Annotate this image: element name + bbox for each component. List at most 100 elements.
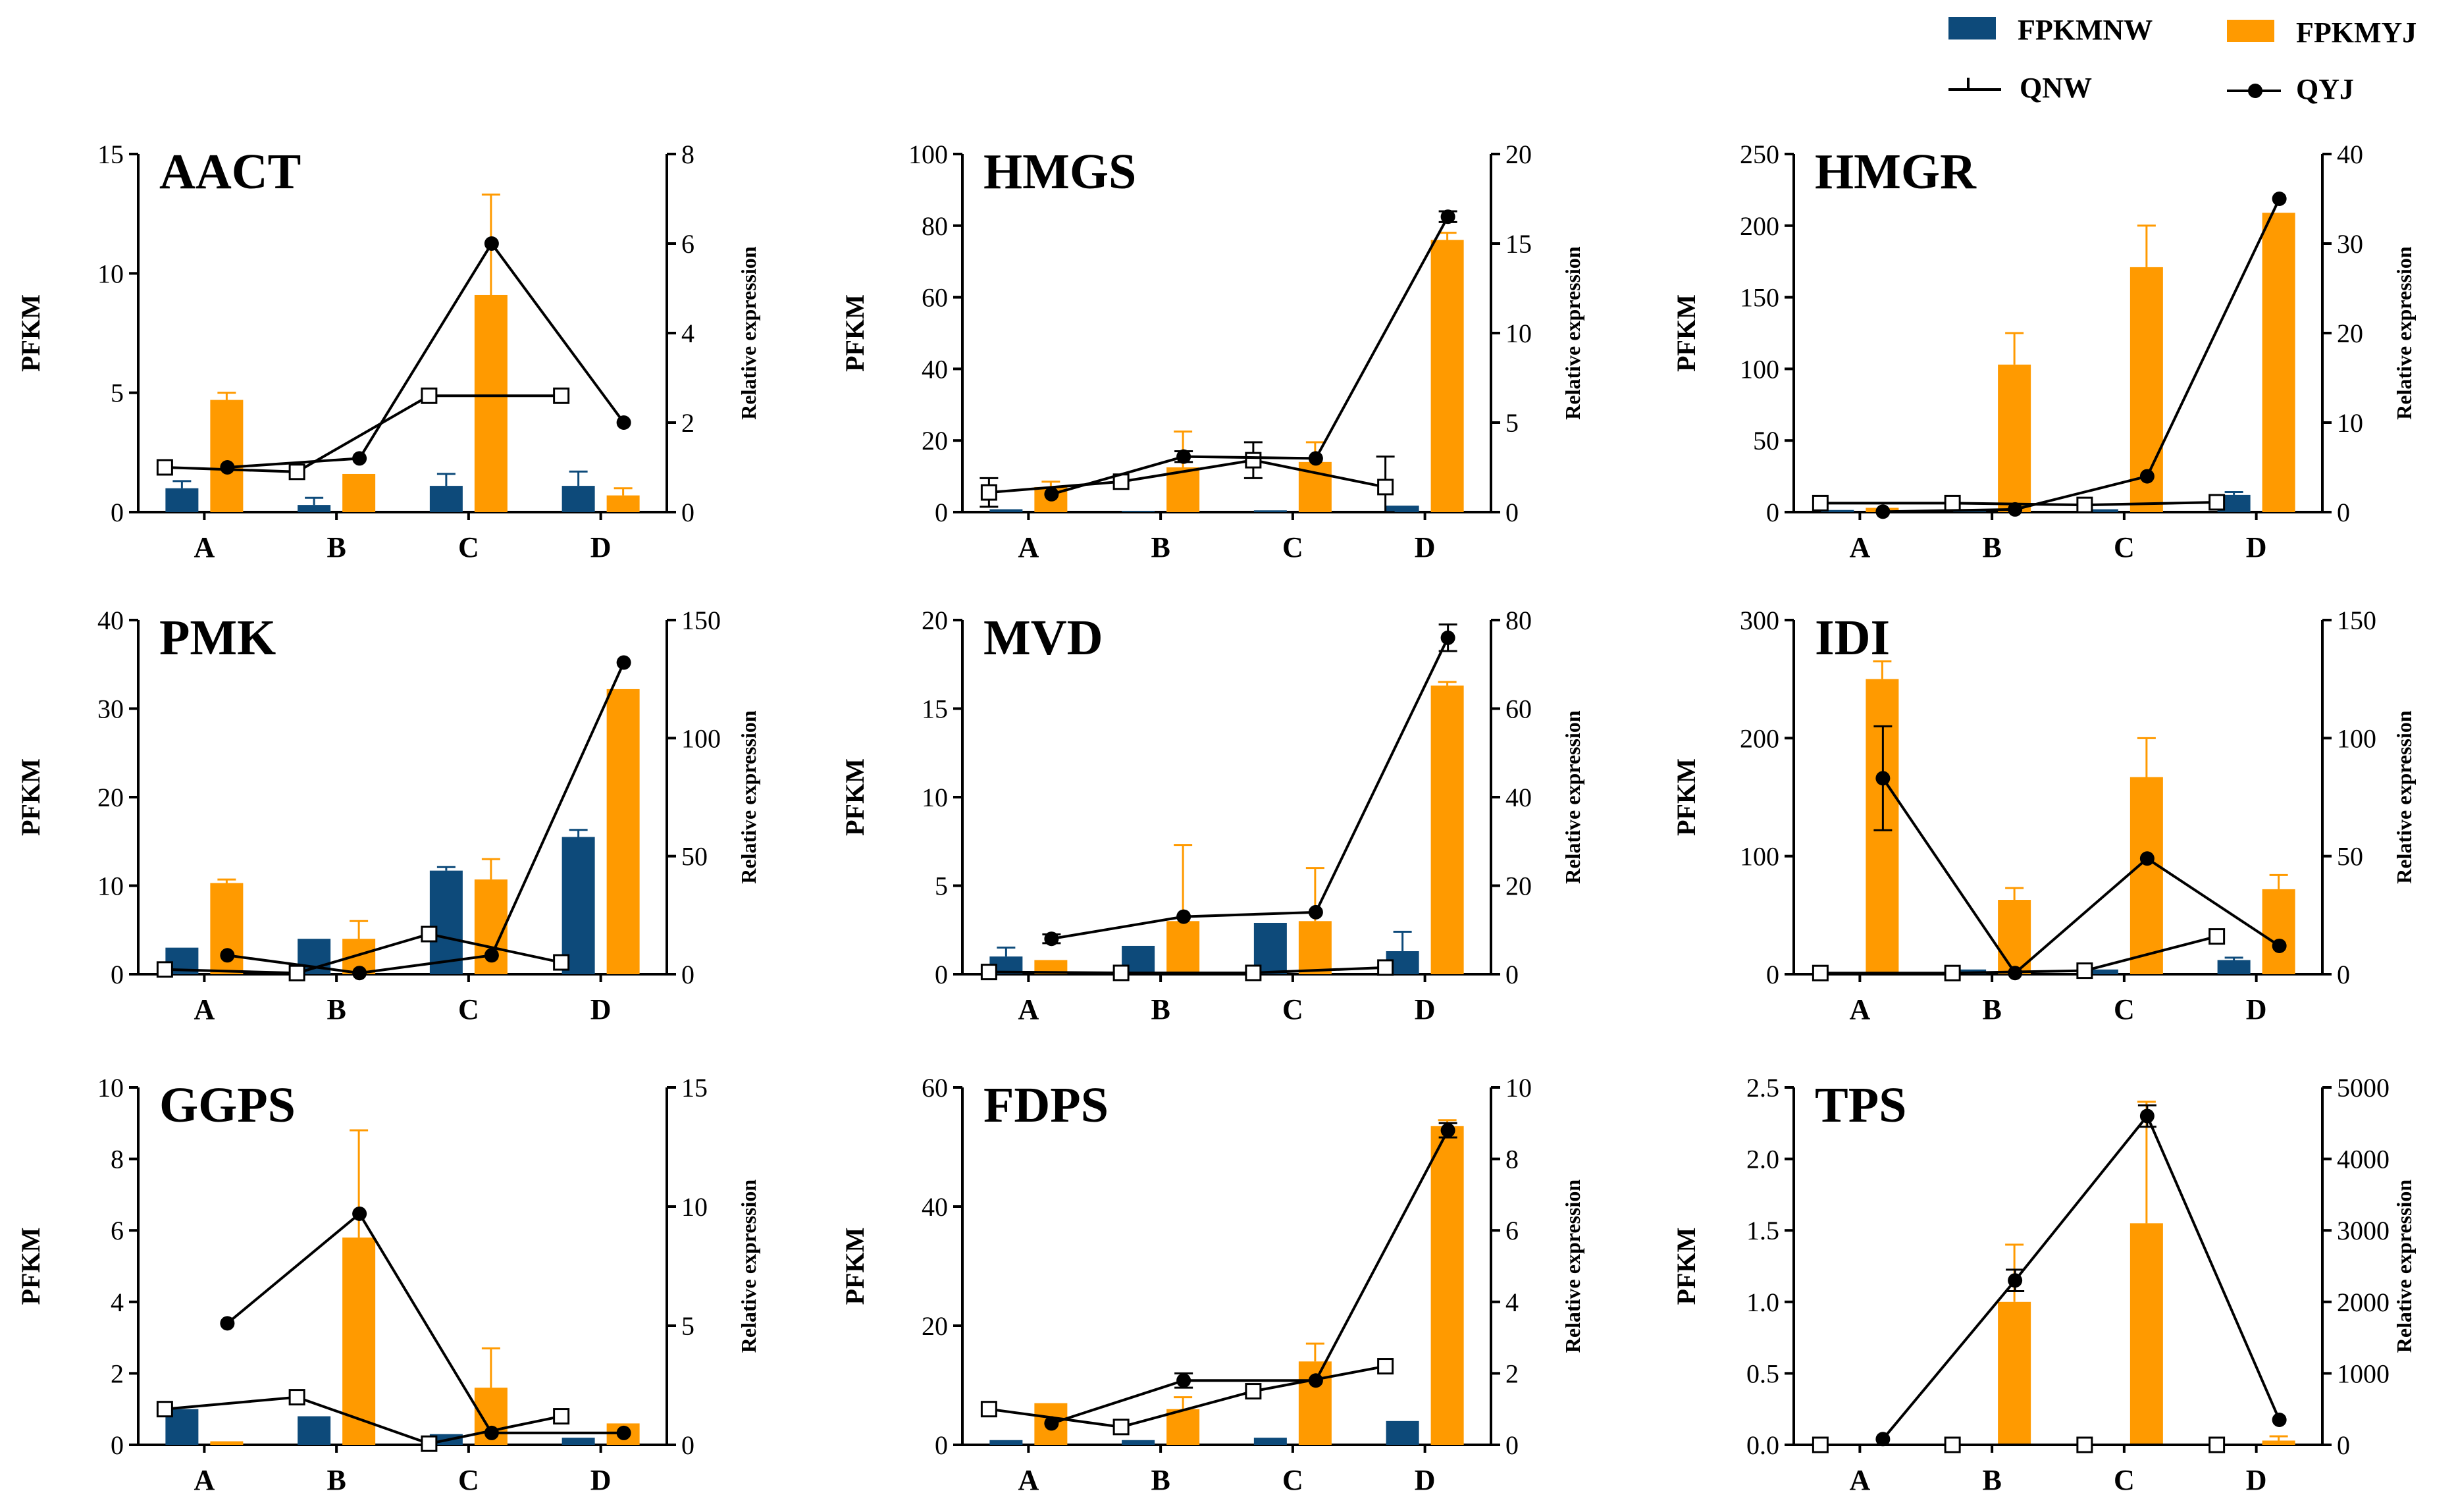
y2-axis-label: Relative expression (1561, 1180, 1584, 1353)
right-tick-label: 60 (1505, 694, 1532, 724)
right-tick-label: 6 (1505, 1216, 1519, 1245)
point-qyj (2272, 192, 2287, 206)
line-qnw (989, 966, 1386, 974)
line-qyj (227, 662, 625, 975)
x-tick-label: A (1018, 1464, 1039, 1496)
right-tick-label: 15 (1505, 229, 1532, 259)
line-qyj (1883, 198, 2281, 513)
point-qyj (2272, 938, 2287, 953)
point-qnw (421, 1435, 438, 1452)
right-tick-label: 20 (1505, 140, 1532, 169)
right-tick-label: 4 (1505, 1288, 1519, 1317)
y-axis-label: PFKM (1671, 1228, 1701, 1305)
bar-fpkmnw (562, 1438, 595, 1445)
x-tick-label: D (2246, 1464, 2267, 1496)
y-axis-label: PFKM (16, 1228, 45, 1305)
y-axis-label: PFKM (1671, 294, 1701, 372)
left-tick-label: 10 (97, 259, 124, 288)
point-qyj (1875, 1432, 1891, 1447)
left-tick-label: 10 (97, 872, 124, 901)
bar-fpkmyj (210, 400, 244, 512)
x-tick-label: D (2246, 993, 2267, 1026)
right-tick-label: 2 (681, 408, 694, 438)
line-qyj (1051, 1130, 1450, 1425)
left-tick-label: 0 (935, 498, 948, 527)
bar-fpkmnw (562, 837, 595, 974)
point-qyj (1440, 630, 1455, 645)
bar-fpkmnw (1253, 1438, 1287, 1445)
point-qyj (1440, 209, 1455, 224)
legend-swatch-fpkmyj (2227, 20, 2274, 42)
bar-fpkmyj (2129, 1223, 2163, 1445)
point-qnw (980, 964, 997, 981)
point-qyj (1308, 451, 1323, 466)
left-tick-label: 5 (935, 872, 948, 901)
panel-title: HMGS (983, 144, 1136, 199)
point-qnw (1812, 1436, 1829, 1453)
point-qnw (156, 1401, 173, 1418)
point-qyj (2139, 469, 2155, 484)
line-qyj (1881, 1113, 2281, 1440)
right-tick-label: 2 (1505, 1359, 1519, 1388)
y2-axis-label: Relative expression (2392, 246, 2416, 420)
left-tick-label: 250 (1740, 140, 1779, 169)
panel-title: MVD (983, 610, 1103, 665)
bar-fpkmyj (1298, 921, 1332, 974)
point-qyj (2008, 502, 2023, 517)
right-tick-label: 2000 (2337, 1288, 2390, 1317)
y-axis-label: PFKM (840, 1228, 870, 1305)
left-tick-label: 0 (1766, 498, 1779, 527)
left-tick-label: 40 (97, 606, 124, 635)
right-tick-label: 150 (2337, 606, 2376, 635)
panel-title: FDPS (983, 1078, 1109, 1133)
point-qyj (2139, 851, 2155, 866)
x-tick-label: D (1415, 993, 1436, 1026)
left-tick-label: 1.5 (1746, 1216, 1779, 1245)
legend-label-qnw: QNW (2020, 72, 2092, 104)
right-tick-label: 6 (681, 229, 694, 259)
bar-fpkmyj (1430, 685, 1464, 974)
x-tick-label: A (1849, 531, 1870, 563)
bar-fpkmyj (606, 689, 640, 974)
point-qnw (2076, 962, 2093, 979)
point-qnw (156, 459, 173, 476)
line-qyj (1881, 777, 2280, 976)
panel-title: IDI (1815, 610, 1890, 665)
x-tick-label: A (1849, 993, 1870, 1026)
left-tick-label: 20 (922, 1311, 948, 1341)
right-tick-label: 100 (2337, 723, 2376, 753)
left-tick-label: 6 (111, 1216, 124, 1245)
point-qyj (352, 451, 367, 466)
left-tick-label: 20 (922, 606, 948, 635)
point-qyj (2139, 1108, 2155, 1124)
panel-title: GGPS (159, 1078, 296, 1133)
bar-fpkmnw (1386, 1421, 1419, 1445)
bar-fpkmnw (429, 870, 463, 974)
left-tick-label: 0.0 (1746, 1430, 1779, 1460)
right-tick-label: 0 (681, 1430, 694, 1460)
bar-fpkmnw (2085, 969, 2118, 974)
point-qnw (1245, 1383, 1262, 1400)
x-tick-label: D (1415, 531, 1436, 563)
panel-title: TPS (1815, 1078, 1906, 1133)
point-qnw (980, 1401, 997, 1418)
legend-label-fpkmyj: FPKMYJ (2296, 16, 2417, 49)
left-tick-label: 4 (111, 1288, 124, 1317)
y-axis-label: PFKM (16, 294, 45, 372)
x-tick-label: D (590, 993, 612, 1026)
bar-fpkmyj (210, 1441, 244, 1445)
bar-fpkmnw (989, 509, 1023, 512)
y-axis-label: PFKM (16, 758, 45, 836)
panel-title: HMGR (1815, 144, 1977, 199)
left-tick-label: 1.0 (1746, 1288, 1779, 1317)
point-qnw (1112, 964, 1130, 981)
left-tick-label: 0 (111, 960, 124, 989)
y2-axis-label: Relative expression (737, 710, 760, 884)
left-tick-label: 0 (1766, 960, 1779, 989)
point-qyj (220, 948, 235, 963)
point-qyj (1308, 904, 1323, 920)
bar-fpkmyj (1998, 1301, 2031, 1445)
chart-aact: 0 5 10 15 0 2 4 6 8 A B C D PFKM Relative expression AA… (16, 140, 760, 563)
x-tick-label: C (458, 1464, 479, 1496)
legend-item-qnw: QNW (1948, 72, 2092, 104)
